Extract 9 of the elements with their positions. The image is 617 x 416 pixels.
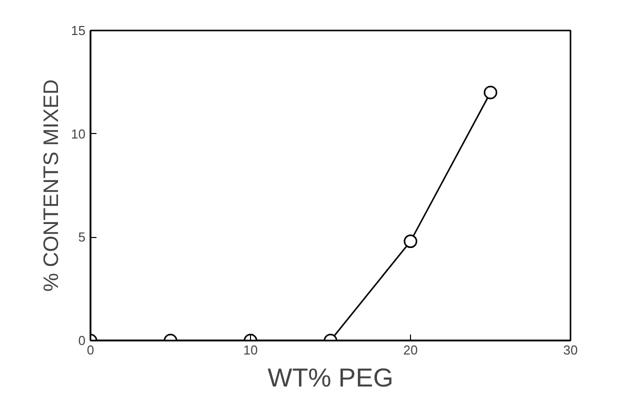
y-axis-title: % CONTENTS MIXED (40, 79, 64, 292)
x-tick-label: 10 (243, 342, 258, 358)
x-tick-label: 30 (563, 342, 578, 358)
y-tick-label: 0 (78, 333, 86, 348)
y-tick-label: 10 (71, 126, 86, 142)
x-tick-label: 20 (403, 342, 418, 358)
x-axis-title: WT% PEG (268, 362, 394, 392)
y-tick-label: 15 (71, 23, 86, 38)
y-tick-label: 5 (78, 230, 86, 245)
